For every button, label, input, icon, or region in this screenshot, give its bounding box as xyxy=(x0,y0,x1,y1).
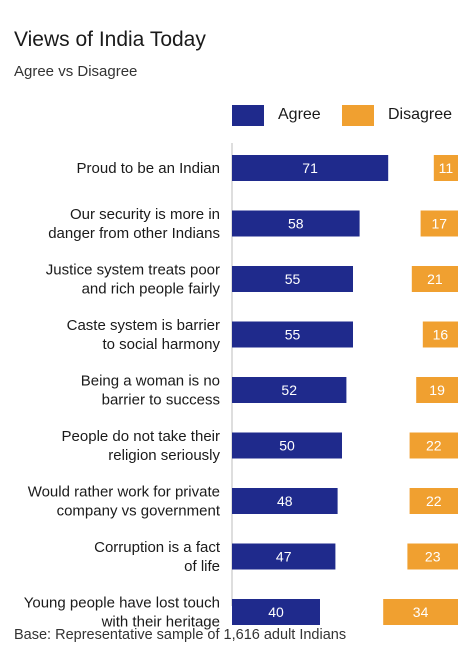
category-label: Corruption is a fact xyxy=(94,539,221,556)
category-label: Young people have lost touch xyxy=(24,595,220,612)
category-label: danger from other Indians xyxy=(48,225,220,242)
disagree-bar xyxy=(409,488,458,514)
disagree-bar xyxy=(409,432,458,459)
category-label: Would rather work for private xyxy=(28,484,220,501)
disagree-value-label: 17 xyxy=(432,216,448,232)
disagree-bar xyxy=(411,266,458,292)
category-label: Being a woman is no xyxy=(81,373,220,390)
category-label: barrier to success xyxy=(102,392,220,409)
disagree-value-label: 22 xyxy=(426,493,442,509)
disagree-bar xyxy=(433,155,458,181)
disagree-bar xyxy=(422,321,458,348)
agree-bar xyxy=(232,488,338,514)
disagree-bar xyxy=(420,210,458,237)
agree-bar xyxy=(232,266,353,292)
category-label: with their heritage xyxy=(101,614,220,631)
disagree-value-label: 11 xyxy=(439,160,454,176)
category-label: of life xyxy=(184,558,220,575)
category-label: company vs government xyxy=(57,503,221,520)
disagree-value-label: 22 xyxy=(426,438,442,454)
agree-bar xyxy=(232,377,347,403)
category-label: to social harmony xyxy=(102,336,220,353)
category-label: and rich people fairly xyxy=(82,281,221,298)
chart-footnote: Base: Representative sample of 1,616 adu… xyxy=(14,627,347,643)
agree-value-label: 50 xyxy=(279,438,295,454)
disagree-value-label: 16 xyxy=(433,327,449,343)
legend-disagree: Disagree xyxy=(342,103,452,127)
agree-value-label: 52 xyxy=(281,382,297,398)
disagree-bar xyxy=(416,377,458,403)
legend-disagree-label: Disagree xyxy=(388,106,453,123)
agree-bar xyxy=(232,321,353,348)
agree-value-label: 55 xyxy=(285,271,301,287)
category-label: Our security is more in xyxy=(70,206,220,223)
agree-bar xyxy=(232,543,336,570)
category-label: religion seriously xyxy=(108,447,220,464)
agree-bar xyxy=(232,155,389,181)
disagree-bar xyxy=(383,599,458,625)
disagree-bar xyxy=(407,543,458,570)
category-label: Proud to be an Indian xyxy=(77,160,220,177)
agree-value-label: 71 xyxy=(302,160,318,176)
category-label: People do not take their xyxy=(62,428,220,445)
agree-bar xyxy=(232,432,342,459)
agree-value-label: 40 xyxy=(268,604,284,620)
agree-value-label: 55 xyxy=(285,327,301,343)
legend-agree-label: Agree xyxy=(278,106,321,123)
disagree-value-label: 21 xyxy=(427,271,443,287)
agree-value-label: 58 xyxy=(288,216,304,232)
agree-bar xyxy=(232,210,360,237)
legend-agree: Agree xyxy=(232,103,321,127)
legend-disagree-swatch xyxy=(342,104,374,126)
chart-title: Views of India Today xyxy=(14,28,206,51)
disagree-value-label: 23 xyxy=(425,549,441,565)
agree-value-label: 47 xyxy=(276,549,292,565)
disagree-value-label: 34 xyxy=(413,604,429,620)
category-label: Caste system is barrier xyxy=(67,317,220,334)
agree-value-label: 48 xyxy=(277,493,293,509)
agree-bar xyxy=(232,599,320,625)
category-label: Justice system treats poor xyxy=(46,262,220,279)
legend-agree-swatch xyxy=(232,104,264,126)
disagree-value-label: 19 xyxy=(429,382,445,398)
chart-subtitle: Agree vs Disagree xyxy=(14,63,138,80)
